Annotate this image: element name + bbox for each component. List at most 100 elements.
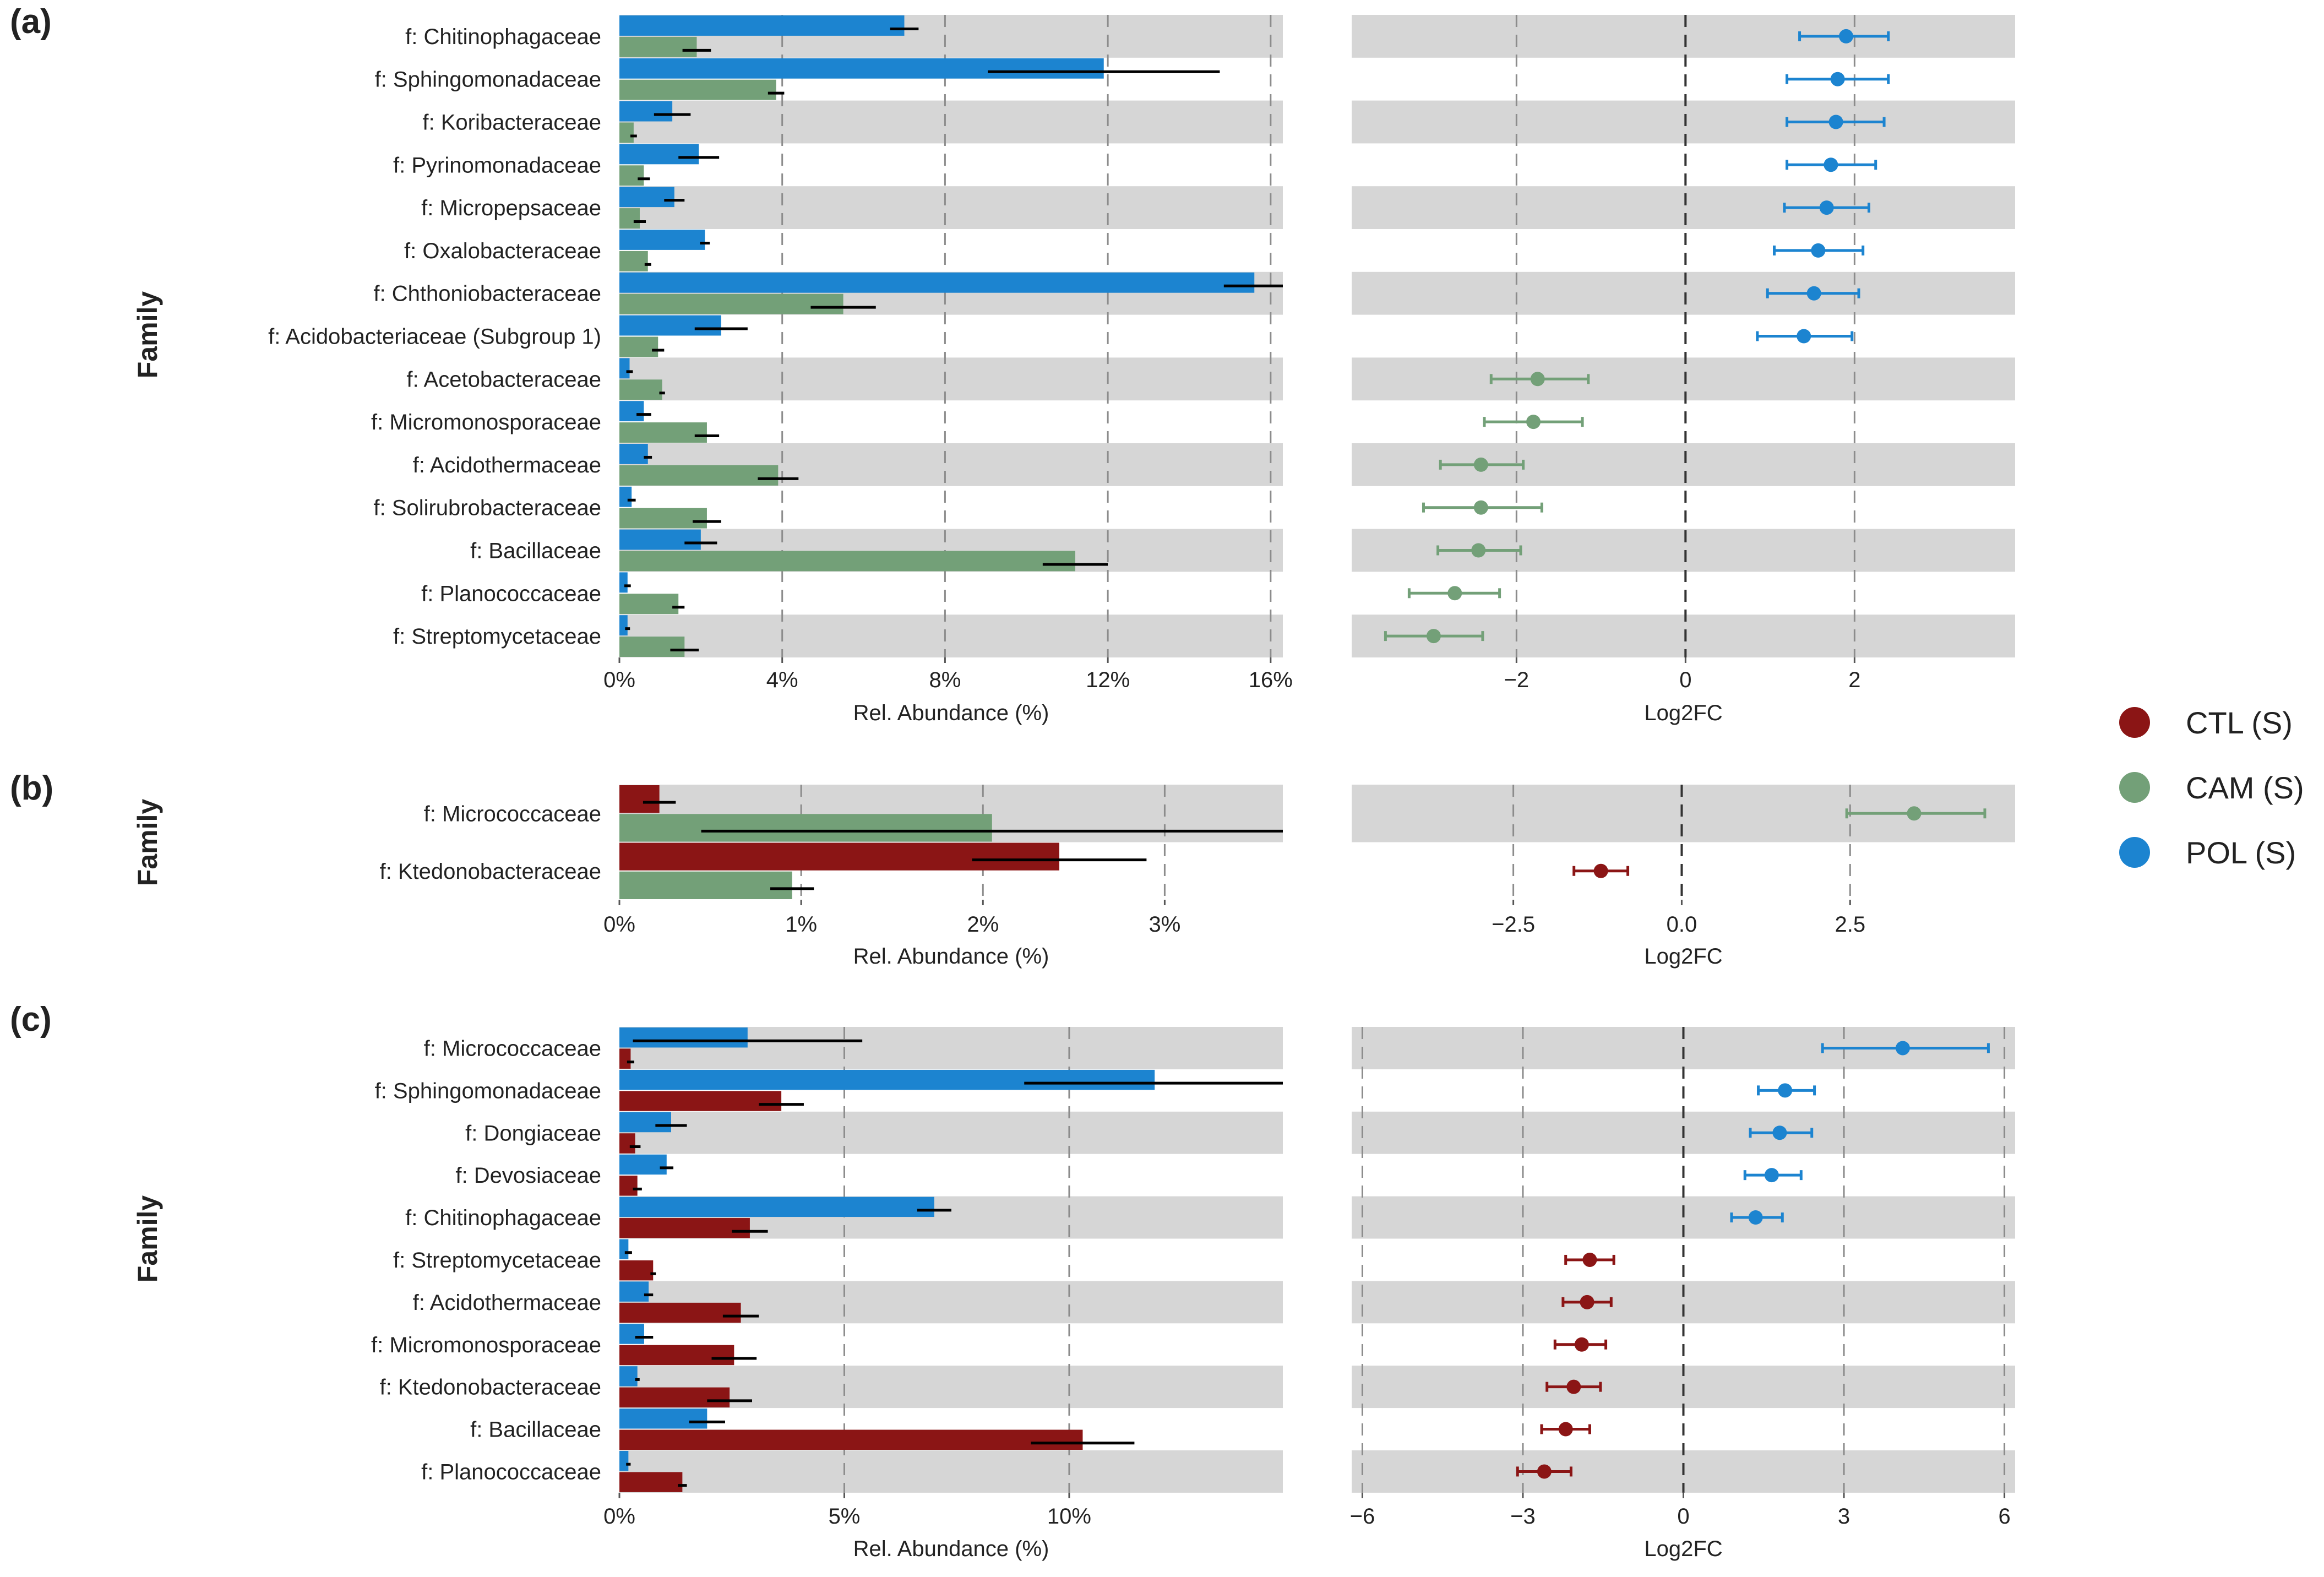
- bar-cam-s-bacillaceae: [619, 551, 1075, 572]
- bar-cam-s-acetobacteraceae: [619, 379, 662, 400]
- x-axis-title: Rel. Abundance (%): [853, 1537, 1049, 1561]
- legend-swatch-ctl-s: [2119, 707, 2150, 738]
- bar-cam-s-ktedonobacteraceae: [619, 871, 792, 899]
- bar-pol-s-chthoniobacteraceae: [619, 272, 1255, 293]
- lfc-point-acidothermaceae: [1580, 1295, 1594, 1309]
- x-axis-title: Rel. Abundance (%): [853, 944, 1049, 969]
- category-label-acidothermaceae: f: Acidothermaceae: [413, 453, 601, 477]
- bar-cam-s-chitinophagaceae: [619, 36, 697, 57]
- bar-pol-s-koribacteraceae: [619, 101, 673, 122]
- lfc-point-micropepsaceae: [1819, 200, 1834, 215]
- lfc-point-streptomycetaceae: [1426, 629, 1441, 644]
- lfc-point-acidothermaceae: [1473, 457, 1488, 472]
- category-label-dongiaceae: f: Dongiaceae: [465, 1121, 601, 1145]
- legend-swatch-cam-s: [2119, 772, 2150, 803]
- lfc-point-acidobacteriaceae-subgroup-1: [1797, 329, 1811, 344]
- lfc-point-micromonosporaceae: [1526, 415, 1541, 429]
- bar-ctl-s-planococcaceae: [619, 1472, 683, 1492]
- bar-pol-s-chitinophagaceae: [619, 1197, 934, 1217]
- row-band: [619, 186, 1283, 229]
- legend-swatch-pol-s: [2119, 837, 2150, 868]
- category-label-sphingomonadaceae: f: Sphingomonadaceae: [375, 1079, 601, 1103]
- x-tick-label: 8%: [929, 668, 961, 692]
- bar-pol-s-micromonosporaceae: [619, 401, 644, 422]
- bar-pol-s-bacillaceae: [619, 1409, 707, 1429]
- legend-label-cam-s: CAM (S): [2186, 770, 2304, 805]
- lfc-point-chitinophagaceae: [1748, 1210, 1763, 1225]
- lfc-tick-label: 2.5: [1835, 912, 1865, 937]
- bar-pol-s-micromonosporaceae: [619, 1324, 644, 1344]
- bar-cam-s-streptomycetaceae: [619, 637, 685, 657]
- bar-pol-s-acetobacteraceae: [619, 358, 630, 379]
- bar-cam-s-micromonosporaceae: [619, 422, 707, 443]
- bar-pol-s-micropepsaceae: [619, 187, 674, 208]
- category-label-chthoniobacteraceae: f: Chthoniobacteraceae: [373, 282, 601, 306]
- bar-pol-s-acidobacteriaceae-subgroup-1: [619, 315, 721, 336]
- bar-pol-s-streptomycetaceae: [619, 1239, 629, 1259]
- category-label-micrococcaceae: f: Micrococcaceae: [424, 802, 601, 826]
- bar-cam-s-sphingomonadaceae: [619, 79, 776, 100]
- bar-ctl-s-sphingomonadaceae: [619, 1091, 782, 1111]
- row-band: [619, 615, 1283, 657]
- panel-label: (b): [10, 769, 53, 807]
- row-band: [619, 357, 1283, 401]
- category-label-pyrinomonadaceae: f: Pyrinomonadaceae: [393, 153, 601, 177]
- x-tick-label: 0%: [603, 668, 635, 692]
- bar-ctl-s-ktedonobacteraceae: [619, 1387, 730, 1408]
- bar-ctl-s-chitinophagaceae: [619, 1218, 750, 1238]
- y-axis-title: Family: [132, 799, 163, 887]
- category-label-planococcaceae: f: Planococcaceae: [421, 581, 601, 606]
- lfc-tick-label: 0: [1679, 668, 1691, 692]
- bar-cam-s-solirubrobacteraceae: [619, 508, 707, 529]
- panel-c: (c) Family 0% 5% 10% Rel. Abundance (%) f: Mic…: [10, 1000, 2015, 1561]
- bar-pol-s-bacillaceae: [619, 529, 701, 550]
- bar-pol-s-streptomycetaceae: [619, 615, 628, 636]
- category-label-koribacteraceae: f: Koribacteraceae: [422, 111, 601, 135]
- bar-cam-s-acidobacteriaceae-subgroup-1: [619, 336, 658, 357]
- bar-ctl-s-micrococcaceae: [619, 1048, 631, 1069]
- bar-pol-s-planococcaceae: [619, 572, 628, 593]
- bar-pol-s-sphingomonadaceae: [619, 1069, 1155, 1090]
- bar-ctl-s-ktedonobacteraceae: [619, 842, 1059, 871]
- bar-cam-s-oxalobacteraceae: [619, 251, 648, 271]
- lfc-point-streptomycetaceae: [1582, 1252, 1597, 1267]
- x-tick-label: 4%: [766, 668, 798, 692]
- x-tick-label: 1%: [785, 912, 817, 937]
- row-band: [1352, 100, 2015, 144]
- bar-pol-s-solirubrobacteraceae: [619, 486, 632, 507]
- bar-ctl-s-devosiaceae: [619, 1176, 638, 1196]
- panel-b: (b) Family 0% 1% 2% 3% Rel. Abundance (%) f: Mi…: [10, 769, 2015, 969]
- bar-pol-s-dongiaceae: [619, 1112, 671, 1133]
- lfc-point-micrococcaceae: [1895, 1041, 1910, 1056]
- legend-label-ctl-s: CTL (S): [2186, 705, 2293, 740]
- bar-cam-s-micropepsaceae: [619, 208, 640, 229]
- bar-pol-s-chitinophagaceae: [619, 15, 905, 36]
- lfc-point-bacillaceae: [1558, 1422, 1573, 1437]
- row-band: [1352, 186, 2015, 229]
- bar-ctl-s-streptomycetaceae: [619, 1260, 654, 1281]
- legend-label-pol-s: POL (S): [2186, 835, 2296, 870]
- bar-cam-s-koribacteraceae: [619, 122, 634, 143]
- bar-pol-s-planococcaceae: [619, 1451, 629, 1471]
- lfc-point-chthoniobacteraceae: [1806, 286, 1821, 301]
- bar-pol-s-oxalobacteraceae: [619, 230, 705, 250]
- lfc-tick-label: 6: [1998, 1504, 2010, 1529]
- row-band: [1352, 15, 2015, 58]
- bar-cam-s-pyrinomonadaceae: [619, 165, 644, 186]
- category-label-micrococcaceae: f: Micrococcaceae: [424, 1036, 601, 1061]
- category-label-chitinophagaceae: f: Chitinophagaceae: [405, 25, 601, 49]
- bar-cam-s-micrococcaceae: [619, 814, 992, 842]
- lfc-tick-label: −2.5: [1492, 912, 1535, 937]
- category-label-devosiaceae: f: Devosiaceae: [455, 1163, 601, 1188]
- category-label-acidothermaceae: f: Acidothermaceae: [413, 1291, 601, 1315]
- category-label-acetobacteraceae: f: Acetobacteraceae: [406, 367, 601, 391]
- category-label-ktedonobacteraceae: f: Ktedonobacteraceae: [379, 860, 601, 884]
- lfc-point-micromonosporaceae: [1574, 1337, 1589, 1352]
- x-tick-label: 2%: [967, 912, 999, 937]
- bar-ctl-s-micrococcaceae: [619, 785, 660, 813]
- x-tick-label: 0%: [603, 1504, 635, 1529]
- bar-cam-s-acidothermaceae: [619, 465, 779, 486]
- row-band: [619, 100, 1283, 144]
- bar-pol-s-acidothermaceae: [619, 1281, 649, 1302]
